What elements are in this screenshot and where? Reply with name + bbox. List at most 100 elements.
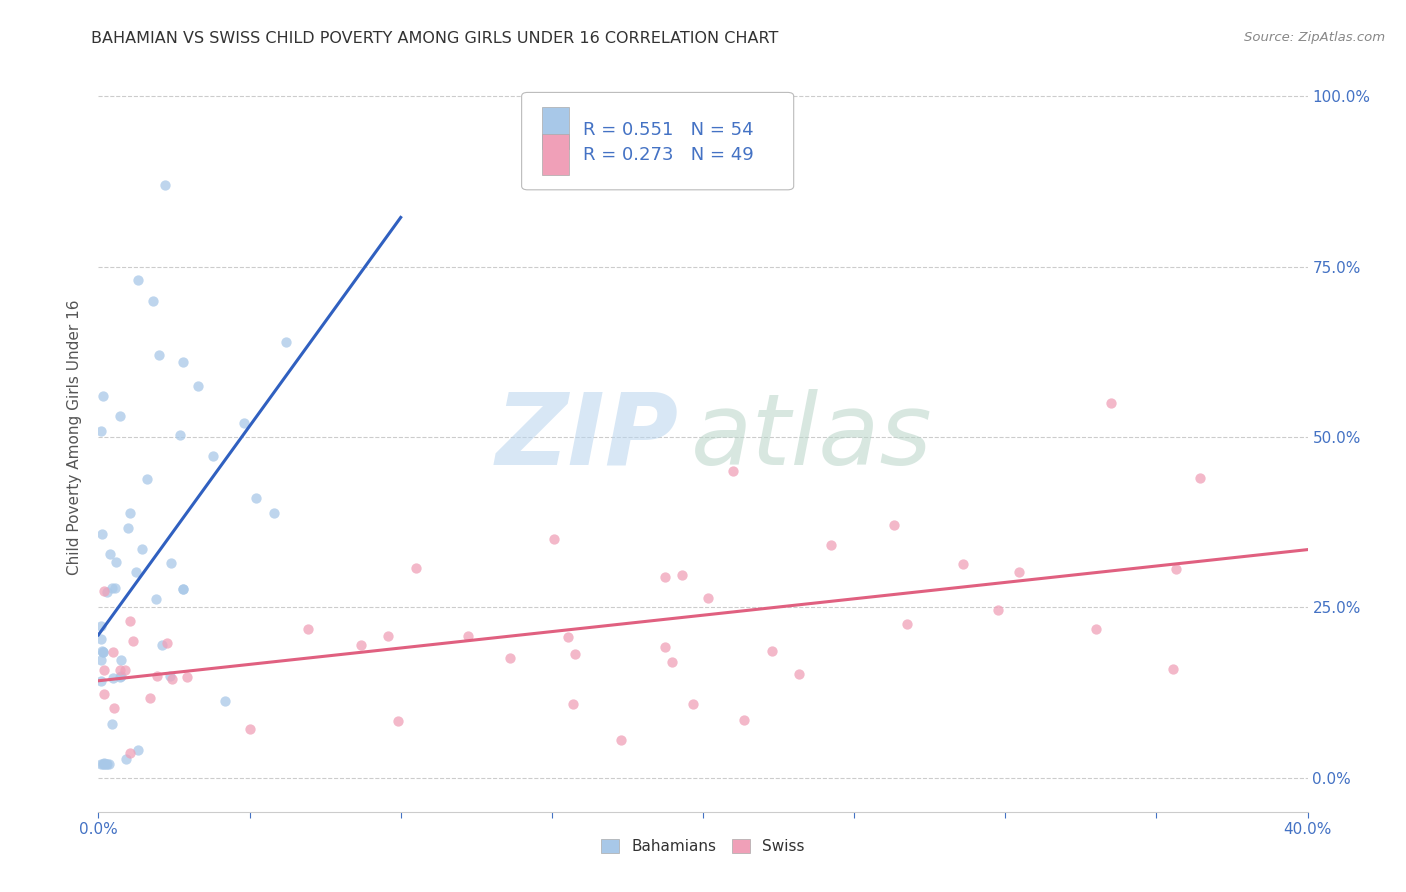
Point xyxy=(232,417,254,431)
Point xyxy=(101,716,124,731)
Point xyxy=(93,584,115,599)
Point xyxy=(723,464,745,478)
FancyBboxPatch shape xyxy=(522,93,793,190)
Point xyxy=(896,617,918,632)
Point xyxy=(110,653,132,667)
Point xyxy=(172,582,194,596)
Point xyxy=(91,389,114,403)
Point xyxy=(90,757,112,772)
Point xyxy=(1085,622,1108,636)
Point xyxy=(96,585,118,599)
Point xyxy=(93,687,115,701)
Point xyxy=(110,409,132,424)
Point xyxy=(1007,566,1029,580)
Point xyxy=(987,603,1010,617)
Point xyxy=(1166,562,1188,576)
Point xyxy=(654,570,676,584)
Point xyxy=(564,647,586,661)
Point xyxy=(91,644,114,658)
Point xyxy=(159,669,181,683)
Point xyxy=(120,506,142,520)
Point xyxy=(110,669,132,683)
Point xyxy=(1099,396,1122,410)
Point xyxy=(245,491,267,505)
Point xyxy=(661,655,683,669)
Point xyxy=(136,472,159,486)
Point xyxy=(115,752,138,766)
Point xyxy=(96,757,118,772)
Point xyxy=(696,591,718,606)
Point xyxy=(150,638,173,652)
Bar xyxy=(543,134,569,175)
Point xyxy=(108,663,131,677)
Text: R = 0.551   N = 54: R = 0.551 N = 54 xyxy=(583,121,754,139)
Point xyxy=(103,701,125,715)
Point xyxy=(93,757,115,772)
Point xyxy=(789,667,811,681)
Point xyxy=(239,723,262,737)
Point xyxy=(172,355,194,369)
Point xyxy=(90,619,112,633)
Point xyxy=(91,645,114,659)
Text: Source: ZipAtlas.com: Source: ZipAtlas.com xyxy=(1244,31,1385,45)
Point xyxy=(457,629,479,643)
Point xyxy=(90,674,112,689)
Point xyxy=(108,670,131,684)
Point xyxy=(883,518,905,533)
Point xyxy=(761,643,783,657)
Point xyxy=(297,622,319,636)
Point xyxy=(156,635,179,649)
Point xyxy=(127,273,149,287)
Point xyxy=(122,633,145,648)
Point xyxy=(682,697,704,711)
Point xyxy=(114,663,136,677)
Point xyxy=(148,348,170,362)
Point xyxy=(274,334,297,349)
Point xyxy=(98,757,121,772)
Point xyxy=(124,566,146,580)
Point xyxy=(98,547,121,561)
Point xyxy=(90,424,112,438)
Point xyxy=(1189,471,1212,485)
Point xyxy=(820,538,842,552)
Point xyxy=(90,526,112,541)
Point xyxy=(93,663,115,677)
Point xyxy=(139,690,162,705)
Point xyxy=(1161,662,1184,676)
Point xyxy=(118,746,141,760)
Point xyxy=(90,653,112,667)
Bar xyxy=(543,107,569,149)
Text: BAHAMIAN VS SWISS CHILD POVERTY AMONG GIRLS UNDER 16 CORRELATION CHART: BAHAMIAN VS SWISS CHILD POVERTY AMONG GI… xyxy=(91,31,779,46)
Point xyxy=(104,555,127,569)
Point xyxy=(557,630,579,644)
Point xyxy=(145,592,167,607)
Point xyxy=(176,670,198,684)
Point xyxy=(90,632,112,646)
Point xyxy=(387,714,409,729)
Point xyxy=(952,557,974,571)
Point xyxy=(117,521,139,535)
Point xyxy=(543,533,565,547)
Point xyxy=(91,645,114,659)
Point xyxy=(350,639,373,653)
Point xyxy=(671,568,693,582)
Point xyxy=(93,756,115,770)
Point xyxy=(172,582,194,597)
Point xyxy=(610,733,633,747)
Y-axis label: Child Poverty Among Girls Under 16: Child Poverty Among Girls Under 16 xyxy=(67,300,83,574)
Point xyxy=(127,743,149,757)
Text: R = 0.273   N = 49: R = 0.273 N = 49 xyxy=(583,145,754,163)
Point xyxy=(94,757,117,772)
Point xyxy=(101,581,124,595)
Point xyxy=(142,293,165,308)
Point xyxy=(104,581,127,595)
Point xyxy=(187,379,209,393)
Text: atlas: atlas xyxy=(690,389,932,485)
Point xyxy=(153,178,176,192)
Point xyxy=(131,542,153,557)
Point xyxy=(145,668,167,682)
Legend: Bahamians, Swiss: Bahamians, Swiss xyxy=(595,833,811,860)
Point xyxy=(162,672,184,686)
Point xyxy=(733,713,755,727)
Point xyxy=(169,428,191,442)
